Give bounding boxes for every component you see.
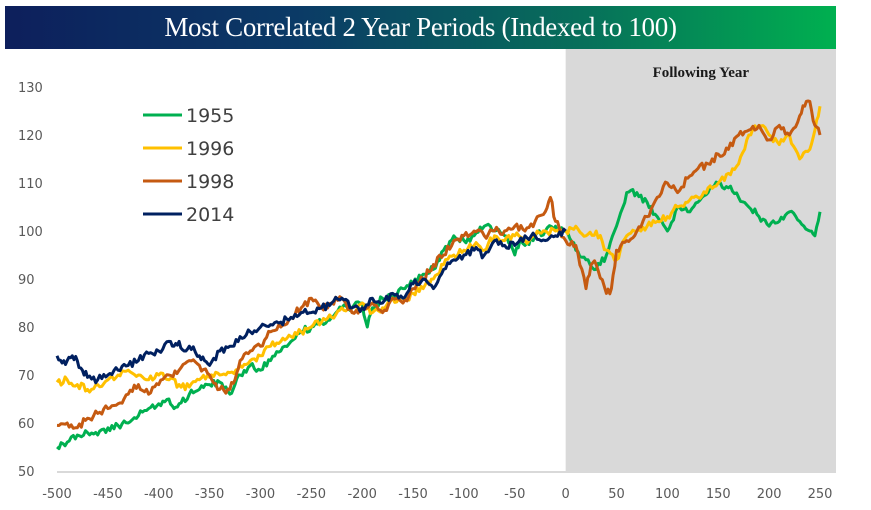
x-tick-label: -50: [504, 487, 525, 502]
x-tick-label: 0: [562, 487, 570, 502]
series-line-1996: [55, 105, 822, 394]
x-tick-label: 200: [757, 487, 782, 502]
y-tick-label: 60: [18, 417, 35, 432]
legend-item-1996: 1996: [143, 138, 234, 160]
shaded-region: [565, 49, 836, 471]
legend-label: 2014: [186, 204, 234, 226]
y-tick-label: 110: [18, 177, 43, 192]
y-tick-label: 80: [18, 321, 35, 336]
x-tick-label: -300: [246, 487, 276, 502]
series-line-1998: [56, 99, 822, 430]
x-tick-label: 250: [808, 487, 833, 502]
x-tick-label: -450: [93, 487, 123, 502]
y-tick-label: 100: [18, 225, 43, 240]
chart-title: Most Correlated 2 Year Periods (Indexed …: [164, 12, 677, 42]
series-line-2014: [55, 227, 567, 385]
legend-item-1955: 1955: [143, 105, 234, 127]
x-tick-label: -250: [297, 487, 327, 502]
y-tick-label: 130: [18, 81, 43, 96]
x-tick-label: -400: [144, 487, 174, 502]
x-tick-label: -150: [398, 487, 428, 502]
y-tick-label: 70: [18, 369, 35, 384]
x-tick-label: -500: [42, 487, 72, 502]
legend-label: 1996: [186, 138, 234, 160]
x-tick-label: 100: [655, 487, 680, 502]
annotation-following-year: Following Year: [653, 65, 750, 81]
y-tick-label: 120: [18, 129, 43, 144]
x-tick-label: -350: [195, 487, 225, 502]
x-tick-label: 150: [706, 487, 731, 502]
x-tick-label: 50: [608, 487, 625, 502]
chart-title-bar: Most Correlated 2 Year Periods (Indexed …: [5, 6, 836, 49]
y-tick-label: 50: [18, 465, 35, 480]
legend-item-2014: 2014: [143, 204, 234, 226]
y-tick-label: 90: [18, 273, 35, 288]
legend-item-1998: 1998: [143, 171, 234, 193]
x-tick-label: -100: [449, 487, 479, 502]
legend-label: 1955: [186, 105, 234, 127]
legend-label: 1998: [186, 171, 234, 193]
x-tick-label: -200: [347, 487, 377, 502]
